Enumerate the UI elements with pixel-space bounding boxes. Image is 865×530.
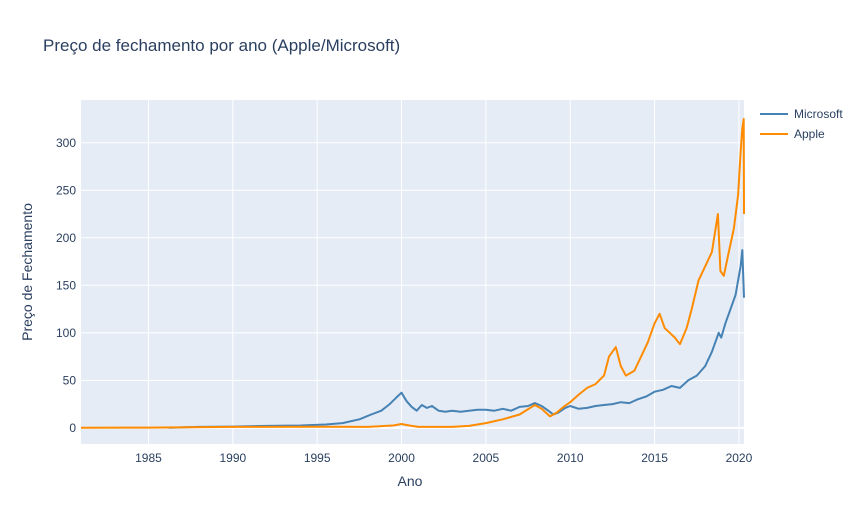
x-tick-label: 2010 <box>557 451 584 465</box>
series-line-microsoft[interactable] <box>168 249 745 429</box>
x-tick-label: 1995 <box>304 451 331 465</box>
y-tick-label: 150 <box>56 278 76 292</box>
y-tick-label: 200 <box>56 231 76 245</box>
y-tick-label: 250 <box>56 183 76 197</box>
x-tick-label: 2000 <box>388 451 415 465</box>
legend-label-apple[interactable]: Apple <box>794 127 825 141</box>
legend-label-microsoft[interactable]: Microsoft <box>794 107 843 121</box>
plot-area[interactable] <box>81 100 744 444</box>
y-axis-label: Preço de Fechamento <box>19 203 35 341</box>
x-tick-label: 2005 <box>473 451 500 465</box>
y-axis-ticks: 0 50 100 150 200 250 300 <box>56 136 76 435</box>
legend: Microsoft Apple <box>760 107 843 141</box>
series-lines <box>80 118 745 429</box>
y-tick-label: 300 <box>56 136 76 150</box>
x-tick-label: 1985 <box>135 451 162 465</box>
x-tick-label: 1990 <box>219 451 246 465</box>
chart-title: Preço de fechamento por ano (Apple/Micro… <box>43 36 400 55</box>
x-axis-label: Ano <box>398 473 423 489</box>
x-axis-ticks: 1985 1990 1995 2000 2005 2010 2015 2020 <box>135 451 752 465</box>
y-tick-label: 50 <box>63 373 77 387</box>
series-line-apple[interactable] <box>80 118 745 429</box>
grid-lines <box>81 100 744 444</box>
x-tick-label: 2015 <box>641 451 668 465</box>
y-tick-label: 100 <box>56 326 76 340</box>
y-tick-label: 0 <box>69 421 76 435</box>
x-tick-label: 2020 <box>726 451 753 465</box>
